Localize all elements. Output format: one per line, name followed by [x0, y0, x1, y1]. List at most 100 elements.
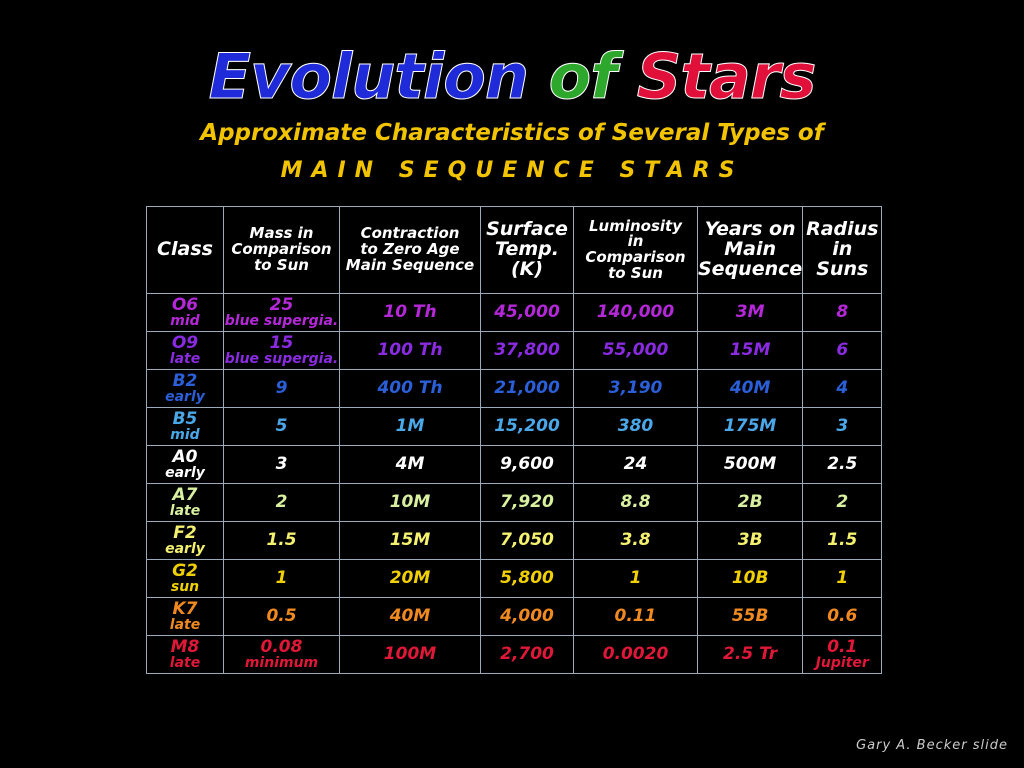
table-cell: M8 late [146, 635, 224, 674]
table-cell: 10B [696, 559, 804, 598]
cell-line: 15M [729, 339, 771, 360]
table-cell: 15 blue supergia. [223, 331, 340, 370]
header-line: to Zero Age [360, 240, 460, 259]
cell-line: minimum [244, 654, 319, 671]
table-cell: 2,700 [480, 635, 574, 674]
table-cell: 6 [802, 331, 883, 370]
table-cell: 15M [696, 331, 804, 370]
table-cell: 0.1 Jupiter [802, 635, 883, 674]
table-cell: 7,920 [480, 483, 574, 522]
cell-line: 8.8 [620, 491, 651, 512]
cell-line: A0 [172, 446, 198, 467]
cell-line: 4,000 [500, 605, 554, 626]
cell-line: F2 [173, 522, 197, 543]
cell-line: late [169, 502, 201, 519]
table-row: A0 early 3 4M 9,600 24 500M 2.5 [146, 445, 883, 484]
title-word: Evolution [208, 40, 529, 114]
cell-line: A7 [172, 484, 198, 505]
cell-line: 8 [836, 301, 849, 322]
table-cell: 0.6 [802, 597, 883, 636]
cell-line: 500M [723, 453, 777, 474]
cell-line: 20M [389, 567, 431, 588]
header-line: to Sun [608, 263, 663, 282]
header-line: Sequence [698, 257, 803, 280]
cell-line: 4 [836, 377, 849, 398]
cell-line: sun [170, 578, 200, 595]
table-row: O6 mid 25 blue supergia. 10 Th 45,000 140,000 3… [146, 293, 883, 332]
cell-line: 0.1 [827, 636, 858, 657]
cell-line: 3 [836, 415, 849, 436]
header-line: in [627, 232, 644, 251]
table-cell: A7 late [146, 483, 224, 522]
header-line: Mass in [249, 224, 314, 243]
table-cell: 3,190 [573, 369, 698, 408]
cell-line: 1 [275, 567, 288, 588]
cell-line: 15 [269, 332, 294, 353]
cell-line: 0.0020 [602, 643, 669, 664]
table-cell: 3M [696, 293, 804, 332]
cell-line: 24 [623, 453, 648, 474]
cell-line: blue supergia. [224, 312, 339, 329]
cell-line: 2.5 Tr [723, 643, 778, 664]
cell-line: 10B [731, 567, 769, 588]
cell-line: 0.08 [260, 636, 303, 657]
table-cell: 7,050 [480, 521, 574, 560]
table-row: M8 late 0.08 minimum 100M 2,700 0.0020 2.5 Tr 0.… [146, 635, 883, 674]
table-cell: 9,600 [480, 445, 574, 484]
cell-line: 0.11 [614, 605, 657, 626]
header-line: Main [724, 238, 777, 261]
table-cell: 4,000 [480, 597, 574, 636]
table-cell: 1M [339, 407, 481, 446]
table-cell: B5 mid [146, 407, 224, 446]
header-line: Main Sequence [345, 255, 475, 274]
cell-line: O9 [171, 332, 199, 353]
table-cell: 1.5 [802, 521, 883, 560]
cell-line: 7,920 [500, 491, 554, 512]
table-cell: 1.5 [223, 521, 340, 560]
table-cell: 175M [696, 407, 804, 446]
cell-line: 25 [269, 294, 294, 315]
table-row: K7 late 0.5 40M 4,000 0.11 55B 0.6 [146, 597, 883, 636]
cell-line: 3B [737, 529, 763, 550]
title-word: of [548, 40, 618, 114]
table-cell: 55B [696, 597, 804, 636]
header-cell: Class [146, 206, 224, 294]
table-cell: 25 blue supergia. [223, 293, 340, 332]
header-line: in [832, 238, 853, 261]
cell-line: 10M [389, 491, 431, 512]
cell-line: B2 [172, 370, 198, 391]
table-cell: 15M [339, 521, 481, 560]
table-cell: B2 early [146, 369, 224, 408]
table-cell: 2.5 Tr [696, 635, 804, 674]
cell-line: 55,000 [602, 339, 669, 360]
cell-line: 3.8 [620, 529, 651, 550]
table-cell: 100M [339, 635, 481, 674]
table-cell: 380 [573, 407, 698, 446]
table-cell: 2 [802, 483, 883, 522]
cell-line: 9,600 [500, 453, 554, 474]
cell-line: 3 [275, 453, 288, 474]
header-line: (K) [510, 257, 544, 280]
table-cell: K7 late [146, 597, 224, 636]
cell-line: mid [170, 426, 200, 443]
subtitle: MAIN SEQUENCE STARS [280, 158, 744, 183]
table-cell: A0 early [146, 445, 224, 484]
table-cell: 0.0020 [573, 635, 698, 674]
header-cell: Years on Main Sequence [696, 206, 804, 294]
table-cell: 4 [802, 369, 883, 408]
table-cell: 4M [339, 445, 481, 484]
table-row: A7 late 2 10M 7,920 8.8 2B 2 [146, 483, 883, 522]
credit: Gary A. Becker slide [856, 738, 1008, 753]
cell-line: 0.6 [827, 605, 858, 626]
table-cell: 45,000 [480, 293, 574, 332]
table-cell: 8 [802, 293, 883, 332]
table-cell: 500M [696, 445, 804, 484]
table-cell: 20M [339, 559, 481, 598]
star-table: Class Mass in Comparison to Sun Contraction t… [146, 206, 883, 674]
header-line: Luminosity [588, 216, 682, 235]
table-cell: 2.5 [802, 445, 883, 484]
table-row: F2 early 1.5 15M 7,050 3.8 3B 1.5 [146, 521, 883, 560]
cell-line: early [165, 388, 205, 405]
cell-line: 2,700 [500, 643, 554, 664]
